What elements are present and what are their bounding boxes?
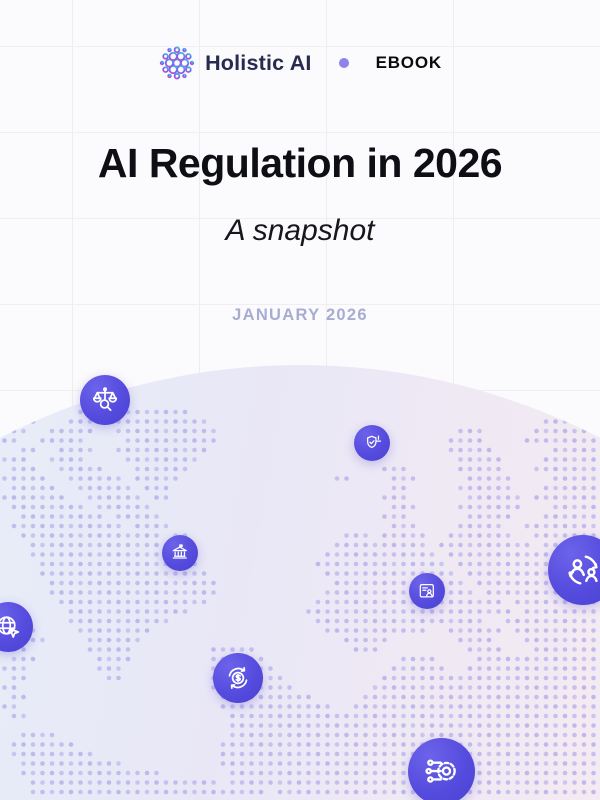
dot-separator-icon: [338, 58, 349, 68]
page-subtitle: A snapshot: [225, 214, 375, 247]
publication-date: JANUARY 2026: [232, 306, 368, 324]
header: Holistic AI EBOOK: [0, 44, 600, 82]
brand-logo: Holistic AI: [158, 44, 312, 82]
ebook-badge: EBOOK: [375, 53, 442, 72]
page-title: AI Regulation in 2026: [97, 140, 503, 186]
holistic-ai-logo-icon: [159, 46, 195, 80]
brand-name: Holistic AI: [205, 50, 312, 75]
